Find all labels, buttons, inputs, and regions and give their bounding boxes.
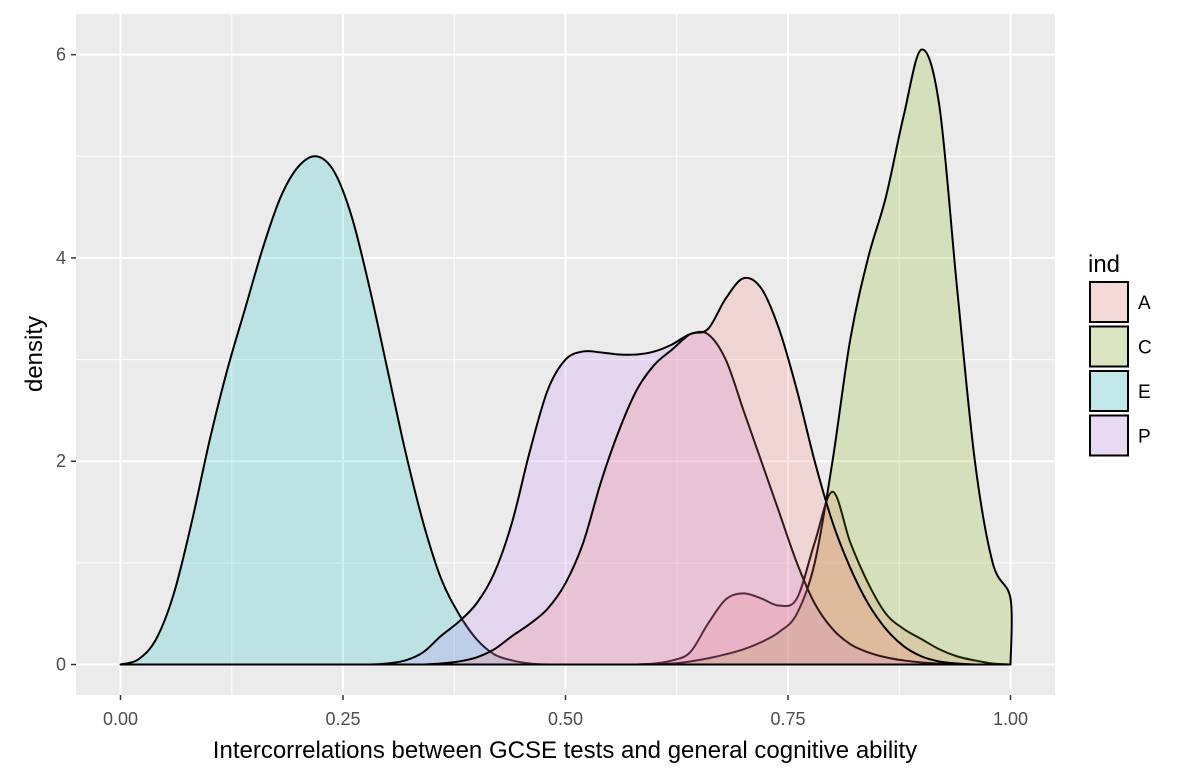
density-area-A [423,277,1011,665]
x-tick-label: 0.75 [770,709,805,729]
legend: ind A C E P [1088,251,1152,457]
y-axis-title: density [21,316,48,392]
density-area-E [120,156,566,665]
legend-title: ind [1088,251,1120,278]
legend-key-bg [1090,415,1128,456]
y-tick-label: 0 [56,655,66,675]
x-tick-label: 0.25 [325,709,360,729]
density-outline-C [635,48,1013,666]
legend-key-A [1089,281,1129,323]
legend-key-bg [1090,326,1128,367]
density-area-P [369,331,1011,665]
legend-key-E [1089,370,1129,412]
legend-label-E: E [1138,382,1151,403]
legend-label-A: A [1138,293,1151,314]
density-areas [119,48,1013,666]
x-tick-label: 0.00 [103,709,138,729]
legend-label-P: P [1138,427,1151,448]
y-tick-label: 2 [56,451,66,471]
x-tick-label: 1.00 [993,709,1028,729]
legend-items: A C E P [1089,281,1152,457]
density-outline-A [422,276,1012,666]
y-axis: 0 2 4 6 [56,45,76,675]
x-tick-label: 0.50 [548,709,583,729]
legend-key-bg [1090,371,1128,411]
legend-key-bg [1090,282,1128,322]
x-axis-title: Intercorrelations between GCSE tests and… [213,737,917,764]
legend-key-P [1089,414,1129,457]
density-outline-E [119,155,567,666]
y-tick-label: 4 [56,248,66,268]
density-area-A [636,491,1011,665]
y-tick-label: 6 [56,45,66,65]
x-axis: 0.00 0.25 0.50 0.75 1.00 [103,695,1028,729]
legend-label-C: C [1138,338,1152,359]
legend-key-C [1089,325,1129,368]
density-area-C [636,49,1012,665]
